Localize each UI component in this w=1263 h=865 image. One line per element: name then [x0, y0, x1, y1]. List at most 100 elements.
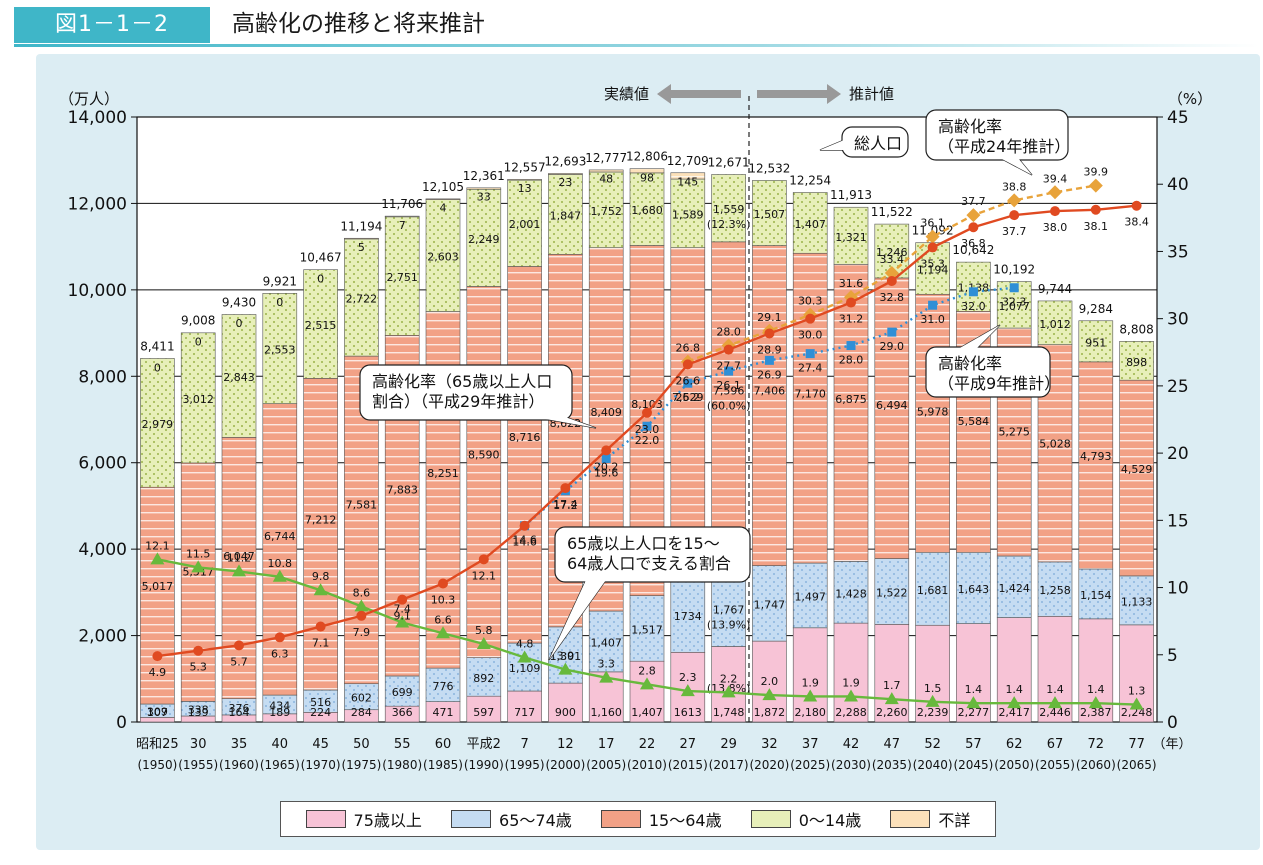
segment-value-label: 1,517	[631, 623, 663, 636]
bar-segment	[670, 172, 706, 180]
ratio-h29-point	[1090, 204, 1101, 215]
ratio-h9-point	[724, 366, 734, 376]
ratio-h29-value-label: 17.4	[553, 498, 578, 511]
y-left-tick-label: 8,000	[78, 367, 127, 387]
bar-segment	[344, 237, 379, 240]
ratio-h29-value-label: 36.8	[961, 237, 986, 250]
segment-value-label: 7,406	[754, 385, 786, 398]
bar-total-label: 11,706	[381, 197, 423, 211]
support-ratio-value-label: 12.1	[145, 539, 170, 552]
segment-value-label: 2,515	[305, 319, 337, 332]
x-tick-label: 40	[272, 737, 289, 752]
callout-ratio-h24-box	[925, 109, 1069, 161]
segment-value-label: 13	[518, 182, 532, 195]
segment-value-label: 1,589	[672, 208, 704, 221]
bar-total-label: 12,532	[748, 161, 790, 175]
ratio-h9-value-label: 28.0	[839, 354, 864, 367]
bar-segment	[548, 173, 583, 175]
ratio-h24-point	[884, 265, 899, 280]
ratio-h9-point	[642, 421, 652, 431]
legend-label: 65～74歳	[499, 811, 572, 830]
segment-value-label: 0	[236, 317, 243, 330]
support-ratio-value-label: 10.8	[268, 557, 293, 570]
y-right-tick-label: 45	[1167, 108, 1189, 128]
segment-value-label: 5,017	[142, 580, 174, 593]
segment-value-label: 2,248	[1121, 706, 1153, 719]
bar-segment	[752, 180, 787, 246]
bar-total-label: 12,557	[504, 160, 546, 174]
y-right-tick-label: 30	[1167, 310, 1189, 330]
bar-segment	[670, 178, 706, 248]
ratio-h29-point	[438, 578, 448, 589]
segment-value-label: 6,875	[835, 393, 867, 406]
support-ratio-point	[191, 560, 206, 573]
segment-value-label: 1,507	[754, 208, 786, 221]
segment-value-label: 3,012	[182, 393, 214, 406]
segment-value-label: 776	[433, 680, 454, 693]
legend-swatch	[890, 810, 931, 828]
segment-value-label: 6,744	[264, 530, 296, 543]
segment-value-label: 5,584	[958, 415, 990, 428]
segment-value-label: 892	[473, 672, 494, 685]
bar-segment	[1119, 379, 1154, 577]
ratio-h9-point	[968, 287, 978, 297]
segment-value-label: 1,681	[917, 584, 949, 597]
support-ratio-value-label: 5.8	[475, 624, 493, 637]
x-tick-label: 昭和25	[136, 737, 179, 752]
x-tick-year-label: (1970)	[301, 758, 341, 772]
bar-segment	[996, 555, 1032, 618]
callout-ratio-h24-tail-cover	[1000, 158, 1032, 175]
x-tick-label: 37	[802, 737, 819, 752]
segment-value-label: 717	[514, 706, 535, 719]
bar-segment	[588, 171, 624, 248]
ratio-h29-point	[886, 276, 897, 287]
ratio-h9-value-label: 22.0	[635, 434, 660, 447]
bar-segment	[670, 247, 706, 578]
bar-segment	[629, 660, 665, 723]
support-ratio-value-label: 1.3	[1128, 685, 1146, 698]
bar-segment	[1119, 575, 1154, 626]
segment-value-label: 1,012	[1039, 318, 1071, 331]
ratio-h29-point	[764, 328, 775, 339]
segment-value-label: 434	[269, 699, 290, 712]
ratio-h29-value-label: 30.0	[798, 329, 823, 342]
figure-title: 高齢化の推移と将来推計	[232, 11, 485, 37]
x-tick-year-label: (2017)	[709, 758, 749, 772]
x-tick-label: 7	[520, 737, 528, 752]
bar-segment	[466, 695, 502, 723]
segment-value-label: 1,872	[754, 706, 786, 719]
ratio-h29-value-label: 10.3	[431, 594, 456, 607]
x-tick-year-label: (2045)	[953, 758, 993, 772]
share-label-2017-0-14: (12.3%)	[707, 218, 751, 231]
ratio-h24-point	[966, 208, 981, 223]
legend-label: 不詳	[938, 811, 971, 830]
support-ratio-point	[558, 662, 573, 675]
callout-support-text: 65歳以上人口を15～	[567, 534, 720, 553]
share-label-2017-15-64: (60.0%)	[707, 400, 751, 413]
bar-total-label: 12,361	[463, 169, 505, 183]
segment-value-label: 139	[188, 706, 209, 719]
bar-total-label: 12,254	[789, 173, 831, 187]
ratio-h29-point	[397, 594, 408, 605]
segment-value-label: 2,180	[794, 706, 826, 719]
segment-value-label: 2,751	[386, 271, 418, 284]
bar-total-label: 11,913	[830, 188, 872, 202]
segment-value-label: 98	[640, 171, 654, 184]
y-right-tick-label: 35	[1167, 242, 1189, 262]
actual-arrow	[657, 84, 741, 104]
segment-value-label: 1613	[674, 706, 702, 719]
bar-segment	[752, 245, 787, 566]
segment-value-label: 1,133	[1121, 595, 1153, 608]
segment-value-label: 951	[1085, 336, 1106, 349]
segment-value-label: 1,407	[794, 218, 826, 231]
segment-value-label: 8,590	[468, 448, 500, 461]
bar-segment	[140, 358, 175, 488]
segment-value-label: 7,212	[305, 514, 337, 527]
bar-segment	[221, 314, 257, 438]
ratio-h9-point	[683, 378, 693, 388]
x-tick-year-label: (2060)	[1076, 758, 1116, 772]
segment-value-label: 5	[358, 241, 365, 254]
callout-ratio-h24-text: （平成24年推計）	[938, 137, 1070, 156]
legend-swatch	[451, 810, 492, 828]
x-tick-year-label: (2000)	[545, 758, 585, 772]
